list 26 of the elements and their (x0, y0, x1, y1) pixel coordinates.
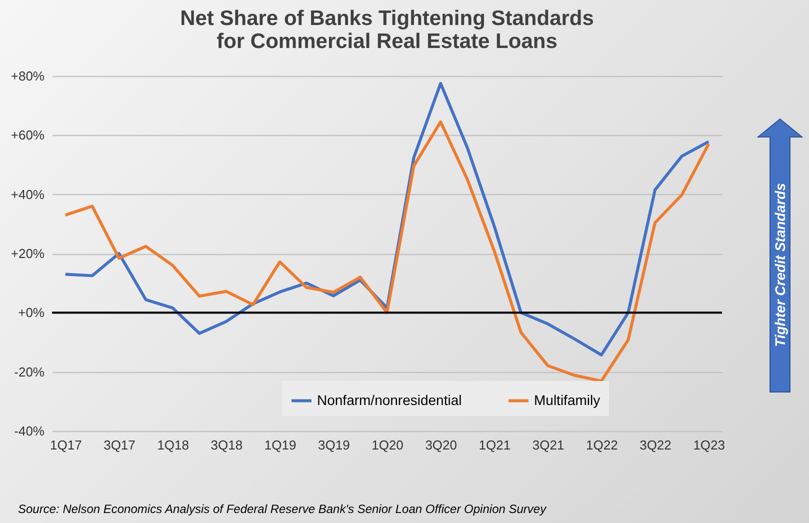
x-tick-label: 1Q18 (157, 438, 190, 452)
y-tick-label: +0% (18, 305, 45, 320)
x-tick-label: 1Q22 (586, 438, 618, 452)
x-tick-label: 3Q19 (318, 438, 350, 452)
line-series (64, 120, 710, 383)
x-tick-label: 3Q17 (104, 438, 136, 452)
text: Tighter Credit Standards (772, 183, 788, 347)
y-tick-label: +40% (10, 186, 45, 202)
y-tick-label: +60% (10, 128, 45, 143)
x-tick-label: 1Q17 (50, 438, 82, 452)
x-tick-label: 3Q20 (425, 438, 458, 452)
chart-title: Net Share of Banks Tightening Standards for Commercial Real Estate Loans (180, 7, 594, 53)
y-tick-label: -40% (14, 424, 45, 438)
x-tick-label: 3Q21 (532, 438, 564, 452)
y-tick-label: +20% (10, 246, 45, 261)
x-tick-label: 1Q19 (264, 438, 296, 452)
x-tick-label: 1Q20 (372, 438, 404, 452)
y-tick-label: +80% (10, 68, 45, 84)
source-note: Source: Nelson Economics Analysis of Federal Reserve Bank's Senior Loan Officer Opinion Survey (18, 502, 546, 516)
x-tick-label: 1Q21 (478, 438, 511, 452)
legend-label: Multifamily (534, 392, 600, 408)
legend-label: Nonfarm/nonresidential (317, 392, 462, 408)
x-tick-label: 1Q23 (693, 438, 726, 452)
x-tick-label: 3Q22 (640, 438, 672, 452)
x-tick-label: 3Q18 (210, 438, 243, 452)
y-tick-label: -20% (14, 364, 45, 380)
